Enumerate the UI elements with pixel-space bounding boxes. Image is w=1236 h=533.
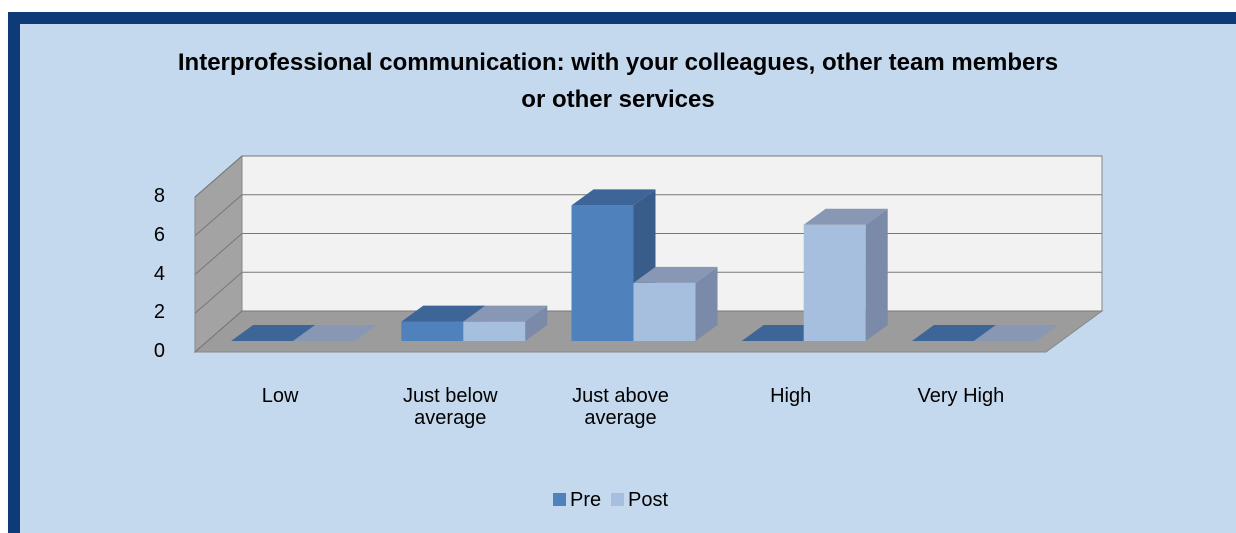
bar	[571, 189, 656, 341]
bar	[463, 305, 548, 341]
grid-line	[194, 155, 1102, 198]
bar-front	[803, 224, 866, 341]
legend-swatch	[553, 493, 566, 506]
bar-side	[525, 305, 548, 341]
bar-front	[633, 282, 696, 341]
chart-title: Interprofessional communication: with yo…	[177, 49, 1059, 113]
bar-top	[973, 325, 1058, 341]
x-tick-label: High	[770, 385, 812, 407]
legend-label: Pre	[570, 489, 602, 511]
bar	[803, 208, 888, 341]
bar-top	[803, 208, 888, 225]
bar-front	[401, 321, 464, 341]
y-tick-label: 4	[153, 262, 165, 285]
bar	[911, 325, 996, 341]
bar-side	[865, 208, 888, 341]
y-tick-label: 0	[153, 340, 165, 362]
bar-top	[633, 266, 718, 283]
y-tick-label: 6	[153, 223, 165, 246]
legend-label: Post	[628, 489, 669, 511]
bar-top	[571, 189, 656, 206]
bar-side	[695, 266, 718, 341]
bar	[633, 266, 718, 341]
grid-line	[194, 194, 1102, 237]
bar	[973, 325, 1058, 341]
bar-top	[231, 325, 316, 341]
bar	[231, 325, 316, 341]
x-tick-label: Just above average	[572, 385, 669, 429]
bar-top	[401, 305, 486, 322]
x-tick-label: Just below average	[403, 385, 498, 429]
bar	[293, 325, 378, 341]
y-tick-label: 2	[153, 301, 165, 324]
bar-top	[911, 325, 996, 341]
x-tick-label: Low	[261, 385, 299, 407]
x-tick-label: Very High	[917, 385, 1005, 407]
y-tick-label: 8	[153, 185, 165, 207]
bar-front	[463, 321, 526, 341]
bar-top	[293, 325, 378, 341]
bar-front	[571, 205, 634, 341]
bar-top	[463, 305, 548, 322]
legend-swatch	[611, 493, 624, 506]
